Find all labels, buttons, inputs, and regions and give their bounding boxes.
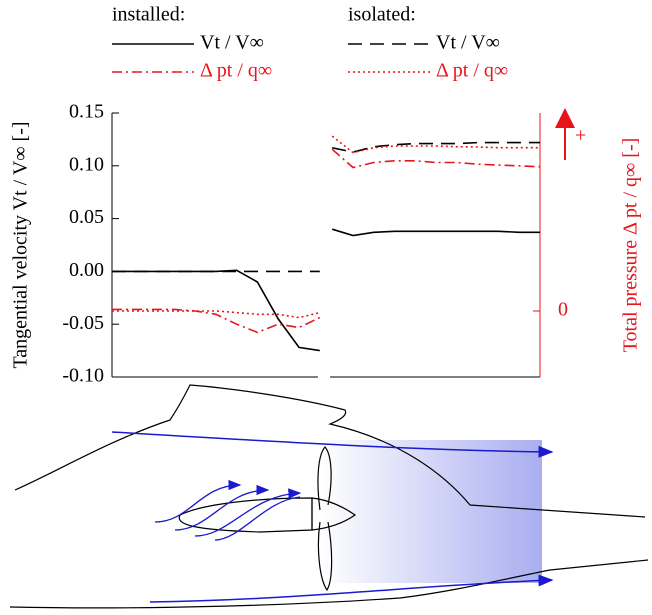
direction-label: +	[575, 125, 586, 147]
y-tick-label: 0.10	[69, 153, 104, 175]
series-line	[112, 228, 540, 352]
y-tick-label: -0.10	[62, 365, 104, 387]
swirl-lines	[154, 479, 302, 541]
series-line	[112, 141, 540, 273]
legend-label: Vt / V∞	[436, 32, 500, 54]
legend-title: isolated:	[348, 4, 416, 26]
y-tick-label: 0.00	[69, 259, 104, 281]
nacelle-diagram	[9, 384, 649, 609]
y-tick-label: 0.15	[69, 101, 104, 123]
legend-label: Δ pt / q∞	[436, 60, 508, 82]
spinner	[311, 497, 357, 531]
slipstream	[320, 440, 542, 583]
y-axis-title: Tangential velocity Vt / V∞ [-]	[10, 121, 32, 368]
wing-outline	[14, 384, 646, 518]
y-tick-label: 0.05	[69, 206, 104, 228]
y2-axis-title: Total pressure Δ pt / q∞ [-]	[620, 138, 642, 353]
series-line	[112, 148, 541, 334]
streamline	[149, 574, 554, 603]
series-line	[112, 135, 540, 319]
legend-title: installed:	[112, 4, 185, 26]
streamline	[111, 431, 554, 458]
y-tick-label: -0.05	[62, 312, 104, 334]
legend-label: Δ pt / q∞	[200, 60, 272, 82]
legend-label: Vt / V∞	[200, 32, 264, 54]
spinner-body	[178, 497, 313, 533]
fuselage-outline	[9, 559, 649, 609]
y2-tick-label: 0	[558, 299, 568, 321]
propeller	[317, 446, 333, 592]
